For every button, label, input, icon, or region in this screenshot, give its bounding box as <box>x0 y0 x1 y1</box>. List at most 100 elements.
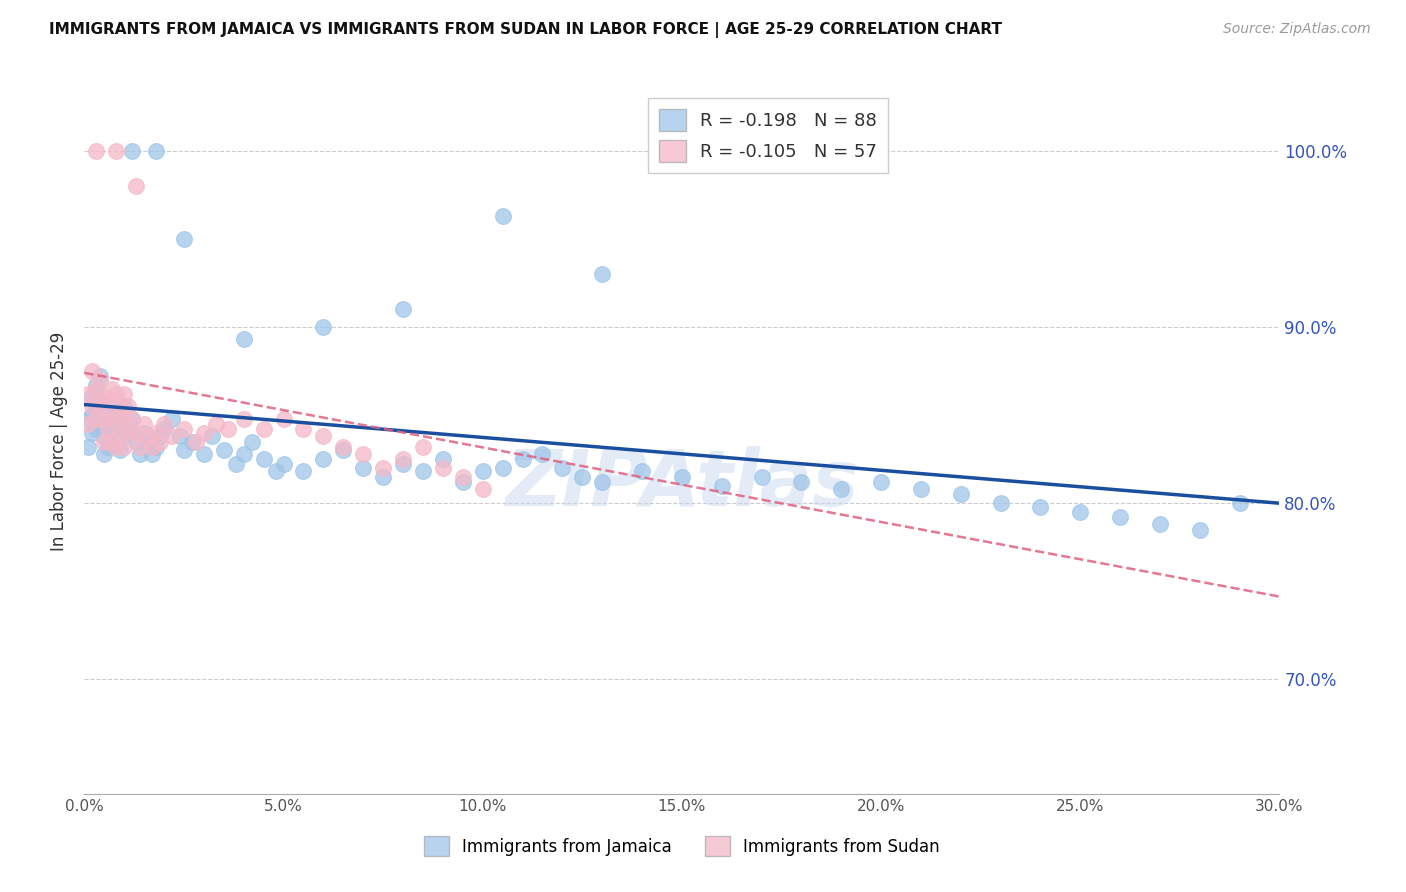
Point <box>86 422 108 436</box>
Point <box>232 447 254 461</box>
Point <box>145 144 167 158</box>
Point <box>136 429 159 443</box>
Point <box>89 399 111 413</box>
Point <box>153 422 176 436</box>
Point <box>129 447 152 461</box>
Point <box>232 411 254 425</box>
Point <box>112 387 135 401</box>
Point <box>312 452 335 467</box>
Point <box>160 411 183 425</box>
Point <box>910 482 932 496</box>
Point <box>105 425 128 440</box>
Point <box>117 399 139 413</box>
Point <box>136 434 159 449</box>
Point <box>93 429 115 443</box>
Point <box>112 440 135 454</box>
Point <box>225 458 247 472</box>
Point <box>264 465 287 479</box>
Point <box>101 382 124 396</box>
Point <box>149 434 172 449</box>
Point <box>710 478 733 492</box>
Point <box>89 373 111 387</box>
Point <box>77 440 100 454</box>
Point <box>110 417 132 431</box>
Point <box>93 411 115 425</box>
Point <box>1109 510 1132 524</box>
Point <box>141 447 163 461</box>
Point <box>110 443 132 458</box>
Point <box>292 465 315 479</box>
Point <box>125 434 148 449</box>
Point <box>432 461 454 475</box>
Point <box>97 420 120 434</box>
Point <box>132 417 156 431</box>
Point <box>105 411 128 425</box>
Point <box>129 440 152 454</box>
Point <box>312 429 335 443</box>
Point <box>551 461 574 475</box>
Point <box>990 496 1012 510</box>
Point <box>392 302 415 317</box>
Y-axis label: In Labor Force | Age 25-29: In Labor Force | Age 25-29 <box>51 332 69 551</box>
Point <box>870 475 893 489</box>
Point <box>273 411 295 425</box>
Point <box>352 461 374 475</box>
Point <box>121 411 143 425</box>
Point <box>93 408 115 422</box>
Point <box>82 391 104 405</box>
Point <box>77 411 100 425</box>
Point <box>82 399 104 413</box>
Point <box>121 144 143 158</box>
Point <box>492 461 515 475</box>
Point <box>86 378 108 392</box>
Point <box>86 399 108 413</box>
Point <box>253 452 276 467</box>
Point <box>97 440 120 454</box>
Point <box>173 443 195 458</box>
Point <box>492 209 515 223</box>
Point <box>451 475 474 489</box>
Legend: Immigrants from Jamaica, Immigrants from Sudan: Immigrants from Jamaica, Immigrants from… <box>418 830 946 863</box>
Point <box>412 465 434 479</box>
Point <box>89 417 111 431</box>
Point <box>332 443 354 458</box>
Point <box>110 425 132 440</box>
Point <box>471 465 494 479</box>
Point <box>117 422 139 436</box>
Point <box>830 482 852 496</box>
Point <box>125 179 148 194</box>
Text: IMMIGRANTS FROM JAMAICA VS IMMIGRANTS FROM SUDAN IN LABOR FORCE | AGE 25-29 CORR: IMMIGRANTS FROM JAMAICA VS IMMIGRANTS FR… <box>49 22 1002 38</box>
Point <box>1029 500 1052 514</box>
Point <box>1149 517 1171 532</box>
Point <box>373 469 395 483</box>
Point <box>181 434 204 449</box>
Point <box>105 440 128 454</box>
Point <box>1229 496 1251 510</box>
Point <box>591 267 613 281</box>
Text: ZIPAtlas: ZIPAtlas <box>505 446 859 522</box>
Point <box>105 144 128 158</box>
Point <box>82 425 104 440</box>
Point <box>751 469 773 483</box>
Point <box>392 458 415 472</box>
Point <box>93 447 115 461</box>
Point <box>232 332 254 346</box>
Point <box>82 364 104 378</box>
Point <box>112 411 135 425</box>
Point <box>205 417 228 431</box>
Point <box>412 440 434 454</box>
Point <box>93 391 115 405</box>
Point <box>571 469 593 483</box>
Point <box>240 434 263 449</box>
Point <box>121 411 143 425</box>
Point <box>173 232 195 246</box>
Point <box>373 461 395 475</box>
Point <box>671 469 693 483</box>
Point <box>101 434 124 449</box>
Point <box>97 422 120 436</box>
Point <box>101 411 124 425</box>
Point <box>112 399 135 413</box>
Point <box>193 447 215 461</box>
Point <box>125 425 148 440</box>
Point <box>631 465 654 479</box>
